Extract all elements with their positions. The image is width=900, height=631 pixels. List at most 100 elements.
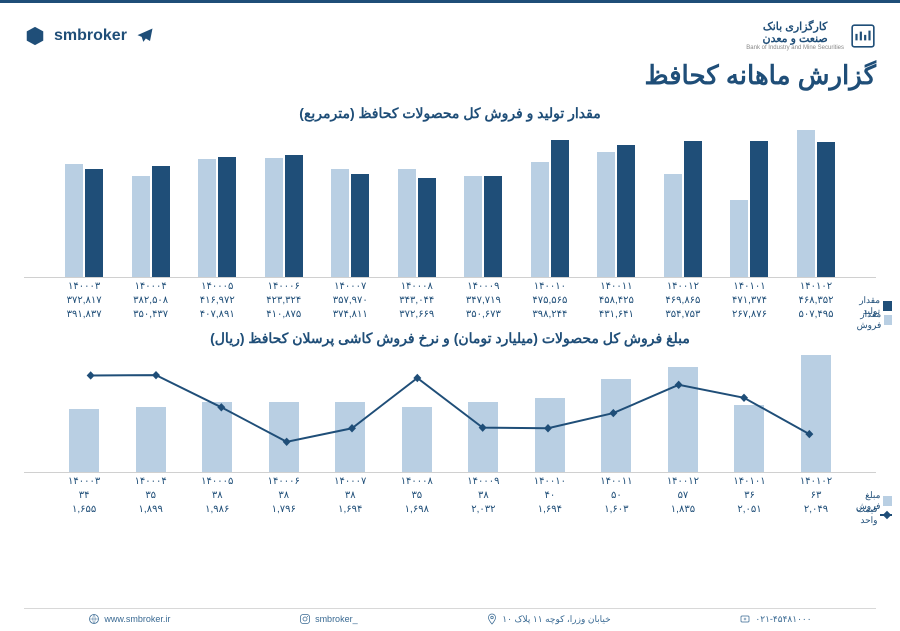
cell-amount: ۳۶ <box>723 490 775 501</box>
cell-sales: ۵۰۷,۴۹۵ <box>790 309 842 320</box>
axis-label: ۱۴۰۰۰۹ <box>457 281 509 292</box>
axis-label: ۱۴۰۱۰۱ <box>723 476 775 487</box>
chart2-area: ۱۴۰۰۰۳۱۴۰۰۰۴۱۴۰۰۰۵۱۴۰۰۰۶۱۴۰۰۰۷۱۴۰۰۰۸۱۴۰۰… <box>24 353 876 515</box>
cell-sales: ۳۷۴,۸۱۱ <box>324 309 376 320</box>
bar-amount <box>335 402 365 472</box>
bar-production <box>285 155 303 277</box>
bar-amount <box>202 402 232 472</box>
cell-amount: ۳۸ <box>324 490 376 501</box>
chart1-label-sales: مقدار فروش <box>844 309 892 331</box>
axis-label: ۱۴۰۰۰۷ <box>324 476 376 487</box>
bar-group <box>125 166 177 276</box>
bar-sales <box>531 162 549 277</box>
cell-amount: ۵۰ <box>590 490 642 501</box>
cell-amount: ۵۷ <box>657 490 709 501</box>
chart1-axis: ۱۴۰۰۰۳۱۴۰۰۰۴۱۴۰۰۰۵۱۴۰۰۰۶۱۴۰۰۰۷۱۴۰۰۰۸۱۴۰۰… <box>24 281 876 292</box>
chart2-row-amount: مبلغ فروش ۳۴۳۵۳۸۳۸۳۸۳۵۳۸۴۰۵۰۵۷۳۶۶۳ <box>24 490 876 501</box>
chart1-area: ۱۴۰۰۰۳۱۴۰۰۰۴۱۴۰۰۰۵۱۴۰۰۰۶۱۴۰۰۰۷۱۴۰۰۰۸۱۴۰۰… <box>24 128 876 320</box>
axis-label: ۱۴۰۱۰۱ <box>723 281 775 292</box>
cell-sales: ۲۶۷,۸۷۶ <box>723 309 775 320</box>
cell-sales: ۴۱۰,۸۷۵ <box>258 309 310 320</box>
cell-amount: ۶۳ <box>790 490 842 501</box>
bar-sales <box>730 200 748 277</box>
instagram-icon <box>299 613 311 625</box>
axis-label: ۱۴۰۰۱۱ <box>590 281 642 292</box>
cell-sales: ۴۰۷,۸۹۱ <box>191 309 243 320</box>
chart2-combo <box>24 353 876 473</box>
bar-group <box>790 130 842 276</box>
bar-production <box>617 145 635 277</box>
cell-production: ۴۷۱,۳۷۴ <box>723 295 775 306</box>
axis-label: ۱۴۰۰۱۰ <box>524 281 576 292</box>
cell-sales: ۳۹۸,۲۴۴ <box>524 309 576 320</box>
cell-amount: ۴۰ <box>524 490 576 501</box>
chart2-title: مبلغ فروش کل محصولات (میلیارد تومان) و ن… <box>24 330 876 347</box>
header: کارگزاری بانک صنعت و معدن Bank of Indust… <box>24 21 876 52</box>
bar-amount <box>601 379 631 471</box>
cell-production: ۳۸۲,۵۰۸ <box>125 295 177 306</box>
bar-sales <box>797 130 815 276</box>
cell-amount: ۳۸ <box>258 490 310 501</box>
brand-left-title1: کارگزاری بانک <box>746 21 844 33</box>
page-title: گزارش ماهانه کحافظ <box>24 60 876 91</box>
report-page: کارگزاری بانک صنعت و معدن Bank of Indust… <box>0 0 900 631</box>
axis-label: ۱۴۰۰۰۴ <box>125 476 177 487</box>
bank-logo-icon <box>850 23 876 49</box>
footer-instagram: smbroker_ <box>299 613 358 625</box>
bar-group <box>657 141 709 277</box>
telegram-icon <box>135 26 155 46</box>
cell-amount: ۳۵ <box>391 490 443 501</box>
footer-website: www.smbroker.ir <box>88 613 170 625</box>
cell-price: ۱,۶۵۵ <box>58 504 110 515</box>
chart1-row-production: مقدار تولید ۳۷۲,۸۱۷۳۸۲,۵۰۸۴۱۶,۹۷۲۴۲۳,۳۲۴… <box>24 295 876 306</box>
cell-sales: ۳۷۲,۶۶۹ <box>391 309 443 320</box>
cell-price: ۱,۸۳۵ <box>657 504 709 515</box>
cell-price: ۱,۸۹۹ <box>125 504 177 515</box>
bar-group <box>723 141 775 277</box>
axis-label: ۱۴۰۰۰۵ <box>191 476 243 487</box>
cell-production: ۴۶۸,۳۵۲ <box>790 295 842 306</box>
bar-sales <box>65 164 83 277</box>
brand-left-title2: صنعت و معدن <box>746 33 844 45</box>
location-icon <box>486 613 498 625</box>
bar-amount <box>801 355 831 471</box>
cell-amount: ۳۸ <box>457 490 509 501</box>
bar-production <box>152 166 170 276</box>
axis-label: ۱۴۰۰۱۲ <box>657 281 709 292</box>
bar-group <box>258 155 310 277</box>
bar-production <box>218 157 236 277</box>
bar-amount <box>402 407 432 472</box>
globe-icon <box>88 613 100 625</box>
bar-sales <box>597 152 615 277</box>
bar-production <box>484 176 502 276</box>
cell-price: ۲,۰۵۱ <box>723 504 775 515</box>
cell-sales: ۴۳۱,۶۴۱ <box>590 309 642 320</box>
cell-amount: ۳۴ <box>58 490 110 501</box>
bar-group <box>524 140 576 277</box>
bar-group <box>457 176 509 277</box>
bar-production <box>351 174 369 277</box>
cell-production: ۳۵۷,۹۷۰ <box>324 295 376 306</box>
bar-amount <box>269 402 299 472</box>
bar-sales <box>132 176 150 277</box>
cell-production: ۳۷۲,۸۱۷ <box>58 295 110 306</box>
brand-left: کارگزاری بانک صنعت و معدن Bank of Indust… <box>746 21 876 52</box>
cell-price: ۲,۰۴۹ <box>790 504 842 515</box>
chart2-bars <box>58 353 842 472</box>
cell-price: ۱,۷۹۶ <box>258 504 310 515</box>
brand-name: smbroker <box>54 27 127 45</box>
cell-sales: ۳۵۰,۶۷۳ <box>457 309 509 320</box>
cell-price: ۱,۶۹۸ <box>391 504 443 515</box>
cell-sales: ۳۵۴,۷۵۳ <box>657 309 709 320</box>
bar-group <box>391 169 443 277</box>
phone-icon <box>739 613 751 625</box>
cell-sales: ۳۵۰,۴۳۷ <box>125 309 177 320</box>
cell-production: ۴۵۸,۴۲۵ <box>590 295 642 306</box>
cell-amount: ۳۸ <box>191 490 243 501</box>
bar-production <box>817 142 835 277</box>
swatch-light-icon <box>884 315 892 325</box>
chart2-row-price: قیمت واحد ۱,۶۵۵۱,۸۹۹۱,۹۸۶۱,۷۹۶۱,۶۹۴۱,۶۹۸… <box>24 504 876 515</box>
axis-label: ۱۴۰۰۱۱ <box>590 476 642 487</box>
bar-group <box>191 157 243 277</box>
cell-production: ۴۶۹,۸۶۵ <box>657 295 709 306</box>
